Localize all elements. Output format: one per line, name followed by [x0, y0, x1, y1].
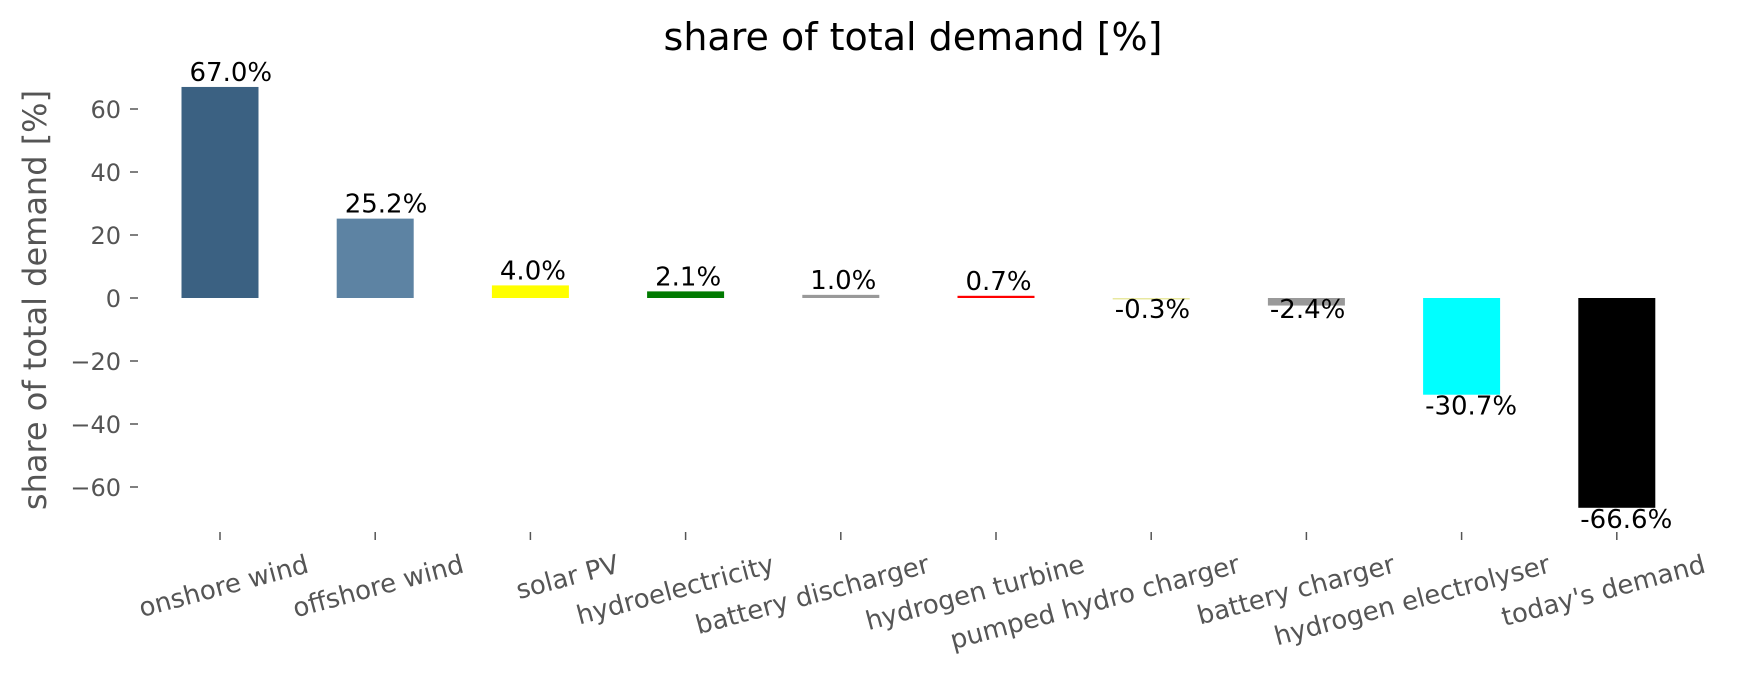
data-label: 1.0%	[810, 266, 876, 296]
bar	[1578, 298, 1656, 508]
data-label: 4.0%	[500, 256, 566, 286]
y-tick-label: 0	[106, 285, 121, 313]
bar	[491, 285, 569, 298]
bar	[647, 291, 725, 298]
bar	[1112, 298, 1190, 300]
bar	[802, 294, 880, 298]
y-tick-label: −60	[70, 474, 121, 502]
y-tick-label: 60	[90, 96, 121, 124]
chart-title: share of total demand [%]	[664, 15, 1163, 59]
data-label: 0.7%	[966, 267, 1032, 297]
data-label: -0.3%	[1115, 295, 1190, 325]
data-label: 67.0%	[190, 58, 273, 88]
y-axis-label: share of total demand [%]	[16, 90, 54, 510]
bar	[1423, 298, 1501, 395]
y-tick-label: 20	[90, 222, 121, 250]
y-axis: 60 40 20 0 −20 −40 −60	[70, 96, 138, 502]
y-tick-label: −40	[70, 411, 121, 439]
data-label: -2.4%	[1270, 295, 1345, 325]
y-tick-label: −20	[70, 348, 121, 376]
x-tick-label: onshore wind	[136, 550, 312, 624]
bars: 67.0% 25.2% 4.0% 2.1% 1.0% 0.7% -0.3% -2.4% -30.…	[181, 58, 1672, 535]
x-tick-label: offshore wind	[290, 550, 467, 624]
bar	[181, 86, 259, 298]
data-label: 25.2%	[345, 190, 428, 220]
bar	[336, 218, 414, 298]
data-label: -66.6%	[1580, 505, 1672, 535]
data-label: -30.7%	[1425, 392, 1517, 422]
bar	[957, 295, 1035, 298]
data-label: 2.1%	[655, 262, 721, 292]
bar	[1267, 298, 1345, 306]
y-tick-label: 40	[90, 159, 121, 187]
